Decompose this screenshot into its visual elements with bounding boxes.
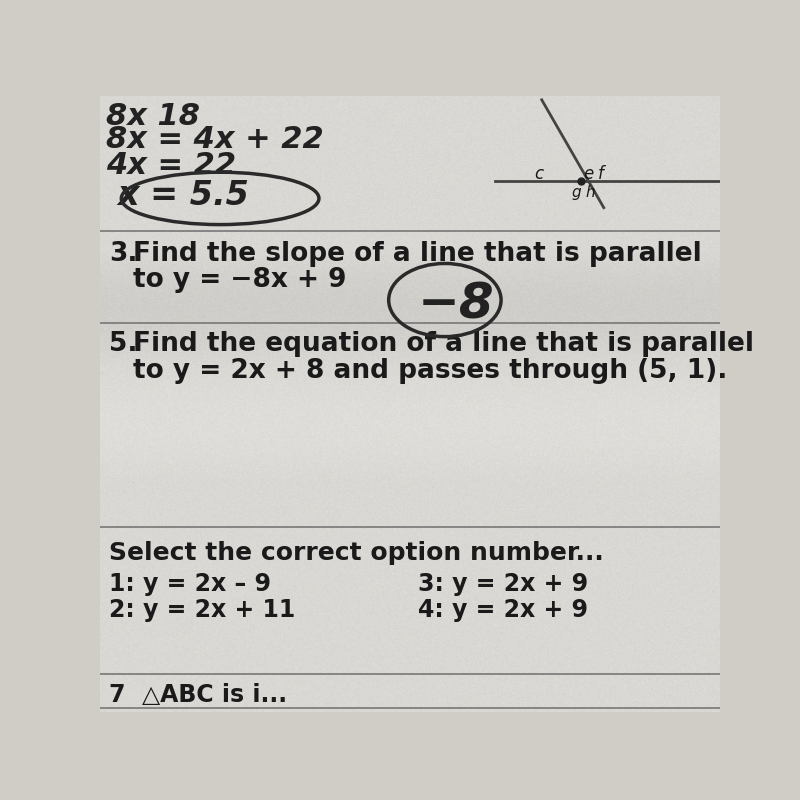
Text: Select the correct option number...: Select the correct option number... bbox=[110, 541, 604, 565]
Text: 7  △ABC is i...: 7 △ABC is i... bbox=[110, 682, 287, 706]
Text: 3.: 3. bbox=[110, 241, 138, 266]
Text: Find the slope of a line that is parallel: Find the slope of a line that is paralle… bbox=[133, 241, 702, 266]
Text: 4x = 22: 4x = 22 bbox=[106, 151, 236, 181]
Text: g: g bbox=[571, 185, 581, 199]
Text: Find the equation of a line that is parallel: Find the equation of a line that is para… bbox=[133, 331, 754, 357]
Text: x = 5.5: x = 5.5 bbox=[117, 179, 249, 212]
Text: 2: y = 2x + 11: 2: y = 2x + 11 bbox=[110, 598, 295, 622]
Text: 3: y = 2x + 9: 3: y = 2x + 9 bbox=[418, 572, 588, 596]
Text: 8x = 4x + 22: 8x = 4x + 22 bbox=[106, 126, 324, 154]
Text: to y = −8x + 9: to y = −8x + 9 bbox=[133, 267, 346, 293]
Text: to y = 2x + 8 and passes through (5, 1).: to y = 2x + 8 and passes through (5, 1). bbox=[133, 358, 727, 384]
Text: h: h bbox=[585, 185, 594, 199]
Text: 5.: 5. bbox=[110, 331, 138, 357]
Text: 4: y = 2x + 9: 4: y = 2x + 9 bbox=[418, 598, 588, 622]
Text: 1: y = 2x – 9: 1: y = 2x – 9 bbox=[110, 572, 271, 596]
Text: c: c bbox=[534, 166, 543, 183]
Text: e: e bbox=[583, 166, 593, 183]
Text: −8: −8 bbox=[418, 281, 494, 329]
Text: 8x 18: 8x 18 bbox=[106, 102, 200, 131]
Text: f: f bbox=[598, 166, 604, 183]
